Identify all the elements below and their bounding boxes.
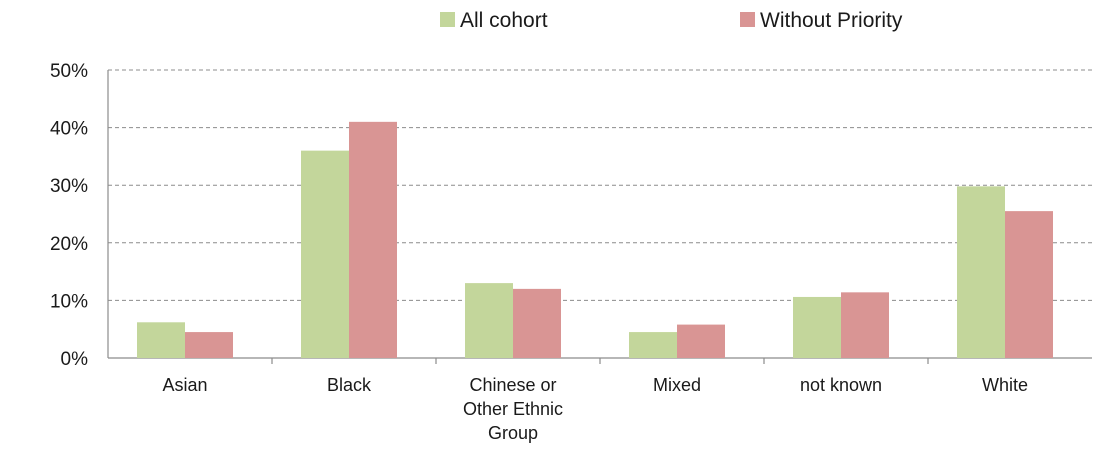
- bar-all-cohort: [465, 283, 513, 358]
- bar-all-cohort: [957, 186, 1005, 358]
- x-tick-label: Mixed: [653, 375, 701, 395]
- x-tick-label: Black: [327, 375, 372, 395]
- legend-swatch: [740, 12, 755, 27]
- bar-all-cohort: [137, 322, 185, 358]
- x-tick-label: not known: [800, 375, 882, 395]
- bar-all-cohort: [629, 332, 677, 358]
- legend-swatch: [440, 12, 455, 27]
- legend-label: All cohort: [460, 9, 548, 32]
- y-tick-label: 20%: [50, 234, 88, 255]
- x-tick-label: Chinese or: [469, 375, 556, 395]
- bar-without-priority: [1005, 211, 1053, 358]
- y-tick-label: 40%: [50, 119, 88, 140]
- bar-without-priority: [185, 332, 233, 358]
- bar-all-cohort: [301, 150, 349, 358]
- y-tick-label: 10%: [50, 291, 88, 312]
- y-tick-label: 0%: [61, 349, 89, 370]
- y-tick-label: 30%: [50, 176, 88, 197]
- bar-all-cohort: [793, 296, 841, 358]
- bar-without-priority: [513, 288, 561, 358]
- x-tick-label: Asian: [162, 375, 207, 395]
- bar-without-priority: [841, 292, 889, 358]
- x-tick-label: White: [982, 375, 1028, 395]
- bar-without-priority: [677, 324, 725, 358]
- x-tick-label: Other Ethnic: [463, 399, 563, 419]
- legend-label: Without Priority: [760, 9, 903, 32]
- bar-without-priority: [349, 121, 397, 358]
- x-tick-label: Group: [488, 423, 538, 443]
- y-tick-label: 50%: [50, 61, 88, 82]
